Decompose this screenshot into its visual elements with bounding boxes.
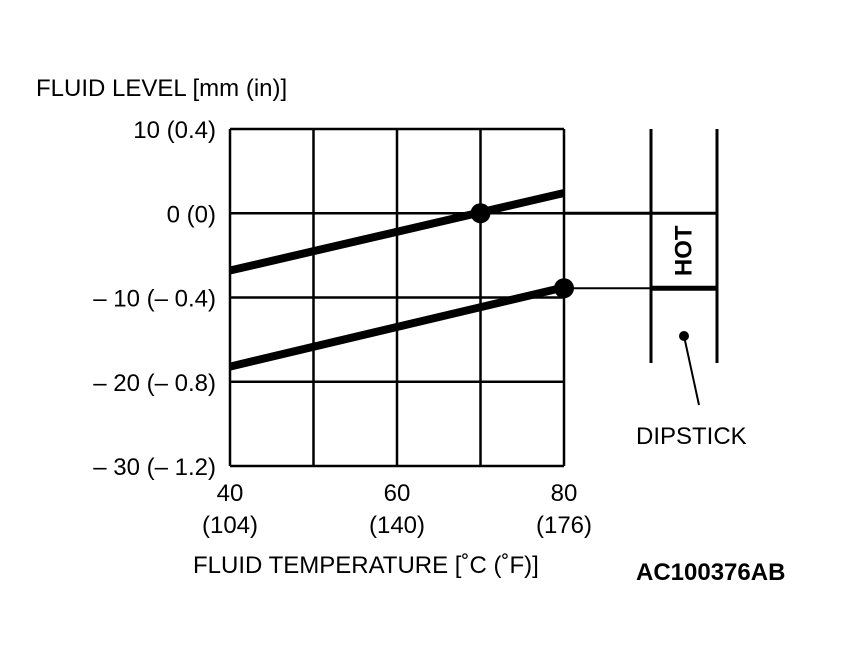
x-tick-sublabel: (140) xyxy=(369,512,425,539)
series-line xyxy=(229,283,565,371)
y-axis-title: FLUID LEVEL [mm (in)] xyxy=(36,75,287,102)
x-tick-label: 80 xyxy=(551,480,578,507)
dipstick-leader-line xyxy=(683,335,700,406)
dipstick-label: DIPSTICK xyxy=(636,423,747,450)
dipstick-diagram: HOT xyxy=(564,129,719,406)
hot-zone-label: HOT xyxy=(671,225,698,276)
figure-id: AC100376AB xyxy=(636,559,785,586)
x-tick-sublabel: (176) xyxy=(536,512,592,539)
x-tick-label: 60 xyxy=(384,480,411,507)
x-tick-label: 40 xyxy=(217,480,244,507)
y-tick-label: – 10 (– 0.4) xyxy=(93,286,216,313)
y-tick-label: 0 (0) xyxy=(167,201,216,228)
data-point-marker xyxy=(470,203,491,224)
plot-area: 10 (0.4) 0 (0) – 10 (– 0.4) – 20 (– 0.8) – 3… xyxy=(93,117,592,539)
y-tick-label: 10 (0.4) xyxy=(133,117,216,144)
y-tick-label: – 30 (– 1.2) xyxy=(93,454,216,481)
y-tick-label: – 20 (– 0.8) xyxy=(93,370,216,397)
x-axis-title: FLUID TEMPERATURE [˚C (˚F)] xyxy=(193,552,539,579)
series-line xyxy=(229,189,565,275)
x-tick-sublabel: (104) xyxy=(202,512,258,539)
